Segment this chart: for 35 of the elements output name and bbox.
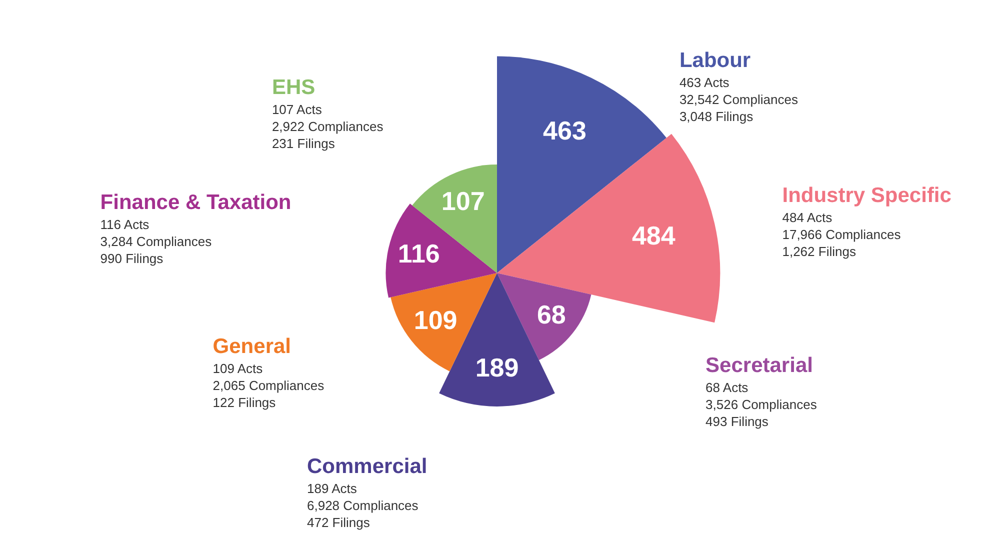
text: 3,526 Compliances (706, 396, 817, 413)
category-label: EHS (272, 74, 316, 101)
text: 990 Filings (100, 250, 164, 268)
text: 6,928 Compliances (307, 497, 420, 514)
text: 17,966 Compliances (782, 226, 902, 244)
text: 116 Acts (100, 216, 150, 234)
data-label: 189 (475, 352, 519, 382)
data-label: 484 (632, 220, 676, 250)
text: 3,284 Compliances (100, 233, 213, 250)
text: 3,048 Filings (679, 108, 754, 125)
data-label: 107 (441, 186, 485, 216)
category-label: Secretarial (706, 352, 814, 379)
data-label: 463 (543, 116, 586, 146)
text: 2,922 Compliances (272, 118, 384, 135)
text: 2,065 Compliances (212, 376, 324, 394)
text: 493 Filings (706, 412, 770, 430)
text: 107 Acts (272, 100, 323, 118)
category-label: Commercial (307, 454, 428, 480)
data-label: 68 (536, 300, 566, 330)
category-label: Finance & Taxation (100, 190, 292, 216)
category-label: Labour (679, 48, 752, 74)
data-label: 109 (414, 305, 458, 336)
text: 1,262 Filings (782, 243, 857, 260)
text: 68 Acts (706, 378, 750, 396)
text: 109 Acts (212, 360, 264, 377)
category-label: General (212, 334, 292, 360)
data-label: 116 (398, 238, 440, 268)
text: 463 Acts (679, 74, 730, 91)
text: 484 Acts (782, 209, 834, 226)
category-label: Industry Specific (782, 183, 952, 210)
text: 32,542 Compliances (679, 90, 798, 108)
text: 122 Filings (212, 394, 277, 411)
text: 472 Filings (307, 514, 371, 531)
text: 231 Filings (272, 134, 336, 152)
text: 189 Acts (307, 480, 358, 497)
